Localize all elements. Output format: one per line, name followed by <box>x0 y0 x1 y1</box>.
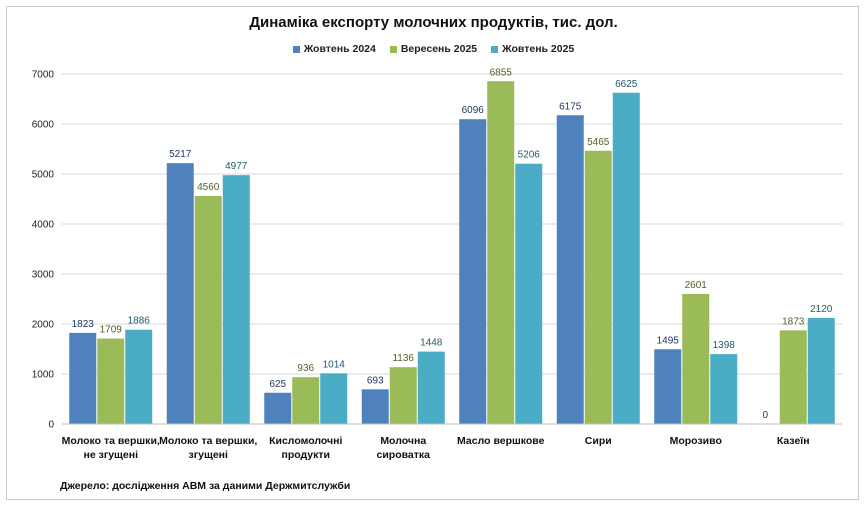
data-label: 2120 <box>810 304 833 315</box>
y-tick-label: 1000 <box>32 370 55 381</box>
legend-swatch-series-2 <box>491 45 499 53</box>
bar <box>654 349 682 424</box>
bar <box>515 163 543 424</box>
legend-label-series-2: Жовтень 2025 <box>502 43 575 55</box>
data-label: 5217 <box>169 149 192 160</box>
data-label: 4977 <box>225 161 248 172</box>
bar <box>361 389 389 424</box>
data-label: 4560 <box>197 182 220 193</box>
y-tick-label: 7000 <box>32 70 55 81</box>
data-label: 6855 <box>490 67 513 78</box>
data-label: 2601 <box>685 280 708 291</box>
x-tick-label: Масло вершкове <box>457 435 545 447</box>
data-label: 1448 <box>420 338 443 349</box>
data-label: 1823 <box>72 319 95 330</box>
data-label: 6096 <box>462 105 485 116</box>
data-label: 693 <box>367 375 384 386</box>
bar <box>194 196 222 424</box>
y-tick-label: 3000 <box>32 270 55 281</box>
data-label: 0 <box>762 410 768 421</box>
x-tick-label: Молочна <box>380 435 426 447</box>
data-label: 6175 <box>559 101 582 112</box>
bar <box>389 367 417 424</box>
data-label: 1014 <box>323 359 346 370</box>
bar <box>584 150 612 424</box>
data-label: 1886 <box>128 316 151 327</box>
y-tick-label: 0 <box>48 420 54 431</box>
bar <box>166 163 194 424</box>
x-tick-label: Сири <box>585 435 612 447</box>
bar <box>320 373 348 424</box>
legend-label-series-1: Вересень 2025 <box>400 43 478 55</box>
bar <box>682 293 710 424</box>
bar <box>69 332 97 424</box>
x-tick-label: згущені <box>189 449 228 461</box>
bar <box>612 92 640 424</box>
data-label: 1136 <box>392 353 414 364</box>
data-label: 5206 <box>518 150 541 161</box>
x-tick-label: Морозиво <box>670 435 722 447</box>
bar <box>459 119 487 424</box>
x-tick-label: Кисломолочні <box>269 435 342 447</box>
bar <box>292 377 320 424</box>
y-tick-label: 4000 <box>32 220 55 231</box>
bar <box>556 115 584 424</box>
x-tick-label: Молоко та вершки, <box>159 435 257 447</box>
data-label: 1495 <box>657 335 680 346</box>
legend-item-series-1: Вересень 2025 <box>389 43 478 55</box>
chart-title: Динаміка експорту молочних продуктів, ти… <box>249 14 618 31</box>
bar <box>710 354 738 424</box>
x-tick-label: продукти <box>281 449 330 461</box>
chart-legend: Жовтень 2024 Вересень 2025 Жовтень 2025 <box>0 43 867 55</box>
source-note: Джерело: дослідження АВМ за даними Держм… <box>60 480 351 492</box>
bar <box>222 175 250 424</box>
data-label: 1398 <box>713 340 736 351</box>
bar <box>97 338 125 424</box>
bar <box>264 392 292 424</box>
y-tick-label: 2000 <box>32 320 55 331</box>
data-label: 936 <box>297 363 314 374</box>
y-tick-label: 5000 <box>32 170 55 181</box>
data-label: 625 <box>269 379 286 390</box>
legend-swatch-series-0 <box>292 45 300 53</box>
legend-label-series-0: Жовтень 2024 <box>303 43 376 55</box>
legend-item-series-2: Жовтень 2025 <box>491 43 574 55</box>
bar <box>487 81 515 424</box>
bar <box>807 318 835 424</box>
data-label: 6625 <box>615 79 638 90</box>
chart-frame <box>6 6 859 500</box>
x-tick-label: Казеїн <box>777 435 810 447</box>
data-label: 1709 <box>100 325 123 336</box>
bar <box>417 351 445 424</box>
x-tick-label: Молоко та вершки, <box>62 435 160 447</box>
bar <box>125 329 153 424</box>
legend-swatch-series-1 <box>389 45 397 53</box>
x-tick-label: сироватка <box>376 449 430 461</box>
data-label: 5465 <box>587 137 610 148</box>
x-tick-label: не згущені <box>84 449 139 461</box>
data-label: 1873 <box>782 316 805 327</box>
legend-item-series-0: Жовтень 2024 <box>292 43 376 55</box>
bar <box>779 330 807 424</box>
y-tick-label: 6000 <box>32 120 55 131</box>
